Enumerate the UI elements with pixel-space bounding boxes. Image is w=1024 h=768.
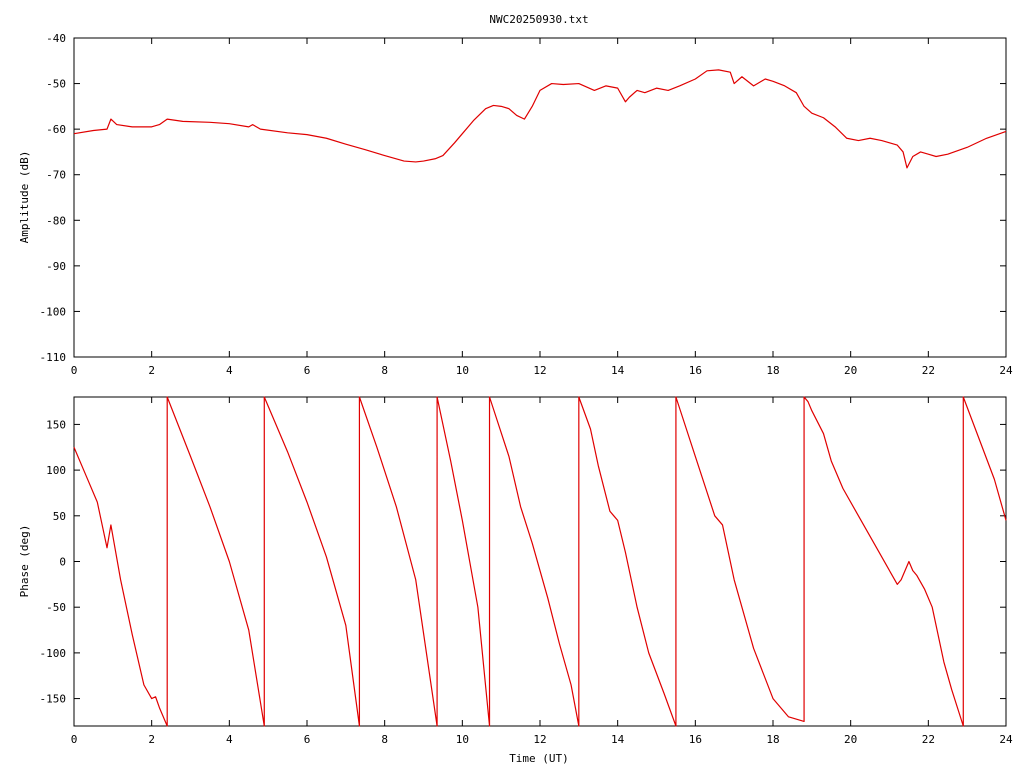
phase-x-tick-label: 4 (226, 733, 233, 746)
amplitude-y-tick-label: -80 (46, 214, 66, 227)
amplitude-x-tick-label: 4 (226, 364, 233, 377)
amplitude-y-ticks: -40 -50 -60 -70 -80 -90 -100 -110 (40, 32, 1006, 364)
amplitude-y-tick-label: -70 (46, 169, 66, 182)
phase-x-ticks: 0 2 4 6 8 10 12 14 16 18 20 22 24 (71, 397, 1013, 746)
amplitude-y-tick-label: -90 (46, 260, 66, 273)
amplitude-x-tick-label: 22 (922, 364, 935, 377)
x-axis-label: Time (UT) (509, 752, 569, 765)
phase-series (73, 396, 1007, 727)
amplitude-y-axis-label: Amplitude (dB) (18, 151, 31, 244)
phase-x-tick-label: 2 (148, 733, 155, 746)
phase-y-tick-label: -50 (46, 601, 66, 614)
phase-x-tick-label: 8 (381, 733, 388, 746)
amplitude-x-tick-label: 14 (611, 364, 625, 377)
phase-y-tick-label: 100 (46, 464, 66, 477)
phase-y-axis-label: Phase (deg) (18, 525, 31, 598)
phase-plot-frame (73, 396, 1007, 727)
amplitude-y-tick-label: -110 (40, 351, 67, 364)
phase-x-tick-label: 22 (922, 733, 935, 746)
amplitude-y-tick-label: -40 (46, 32, 66, 45)
phase-y-tick-label: 50 (53, 510, 66, 523)
phase-x-tick-label: 18 (766, 733, 779, 746)
phase-y-ticks: 150 100 50 0 -50 -100 -150 (40, 418, 1006, 706)
amplitude-x-tick-label: 0 (71, 364, 78, 377)
amplitude-x-ticks: 0 2 4 6 8 10 12 14 16 18 20 22 24 (71, 38, 1013, 377)
phase-y-tick-label: 0 (59, 556, 66, 569)
amplitude-panel: -40-50-60-70-80-90-100-110 0 2 4 6 8 10 12 14 16… (18, 32, 1013, 377)
phase-y-tick-label: -100 (40, 647, 67, 660)
amplitude-y-tick-label: -100 (40, 305, 67, 318)
amplitude-y-tick-label: -50 (46, 78, 66, 91)
phase-x-tick-label: 6 (304, 733, 311, 746)
amplitude-x-tick-label: 16 (689, 364, 702, 377)
amplitude-x-tick-label: 18 (766, 364, 779, 377)
phase-y-tick-label: 150 (46, 418, 66, 431)
amplitude-series (73, 69, 1007, 169)
phase-x-tick-label: 20 (844, 733, 857, 746)
phase-x-tick-label: 16 (689, 733, 702, 746)
phase-y-tick-label: -150 (40, 693, 67, 706)
phase-x-tick-label: 0 (71, 733, 78, 746)
amplitude-series-line (73, 69, 1007, 169)
amplitude-x-tick-label: 24 (999, 364, 1013, 377)
chart-title: NWC20250930.txt (489, 13, 588, 26)
phase-x-tick-label: 24 (999, 733, 1013, 746)
amplitude-x-tick-label: 8 (381, 364, 388, 377)
amplitude-x-tick-label: 12 (533, 364, 546, 377)
phase-series-line (73, 396, 1007, 727)
phase-x-tick-label: 14 (611, 733, 625, 746)
amplitude-x-tick-label: 10 (456, 364, 469, 377)
amplitude-y-tick-label: -60 (46, 123, 66, 136)
phase-x-tick-label: 10 (456, 733, 469, 746)
amplitude-x-tick-label: 2 (148, 364, 155, 377)
amplitude-x-tick-label: 6 (304, 364, 311, 377)
amplitude-x-tick-label: 20 (844, 364, 857, 377)
phase-x-tick-label: 12 (533, 733, 546, 746)
amplitude-plot-frame (73, 37, 1007, 358)
